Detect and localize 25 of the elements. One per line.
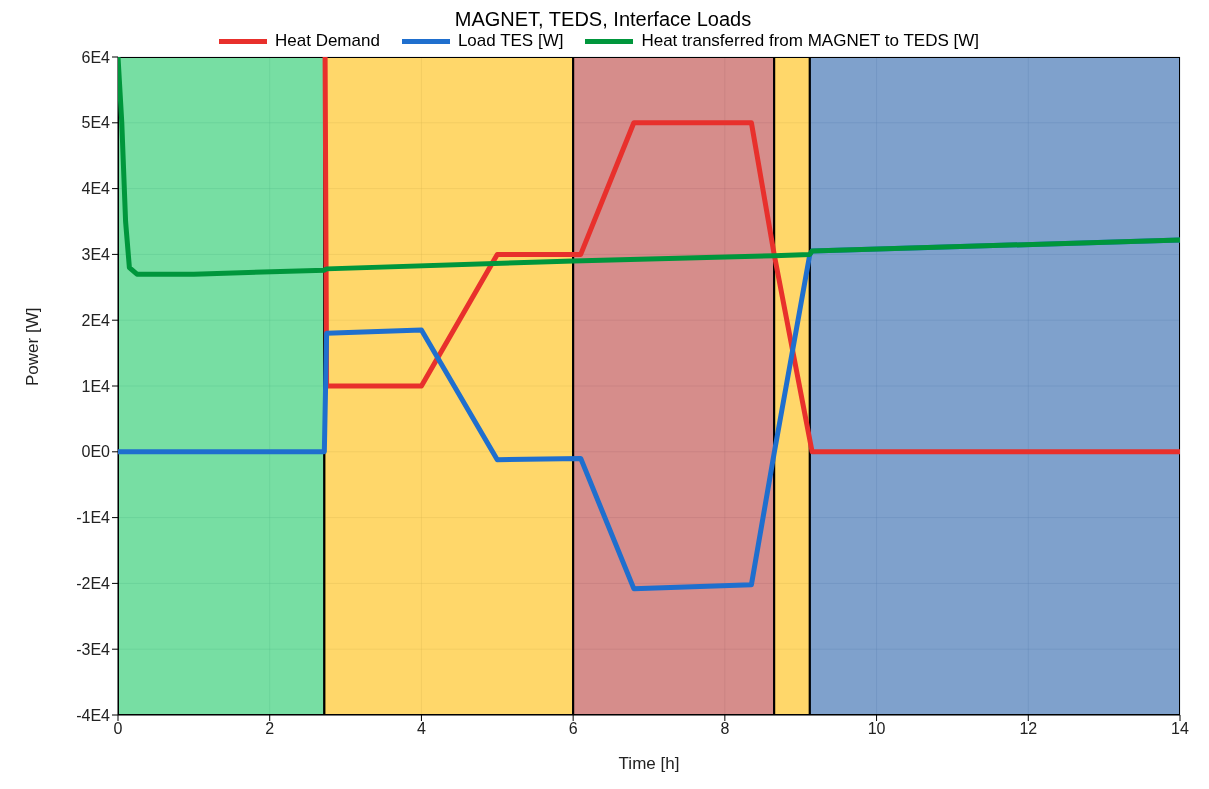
x-tick-label: 2 [265, 720, 275, 738]
x-tick-label: 6 [568, 720, 578, 738]
y-tick-label: 4E4 [81, 180, 111, 198]
y-tick-label: -3E4 [76, 640, 111, 658]
chart-title: MAGNET, TEDS, Interface Loads [453, 8, 753, 31]
legend-label: Heat transferred from MAGNET to TEDS [W] [640, 31, 979, 51]
legend-label: Load TES [W] [456, 31, 564, 51]
y-tick-label: 1E4 [81, 377, 111, 395]
y-tick-label: 5E4 [81, 114, 111, 132]
x-tick-label: 14 [1171, 720, 1189, 738]
y-tick-label: -2E4 [76, 575, 111, 593]
x-tick-label: 12 [1019, 720, 1038, 738]
y-tick-label: -1E4 [76, 509, 111, 527]
y-axis-title: Power [W] [23, 307, 43, 386]
y-tick-label: -4E4 [76, 706, 111, 724]
y-tick-label: 0E0 [81, 443, 111, 461]
y-tick-label: 2E4 [81, 311, 111, 329]
x-tick-label: 4 [416, 720, 426, 738]
y-tick-label: 6E4 [81, 48, 111, 66]
x-tick-label: 8 [720, 720, 730, 738]
x-tick-label: 0 [113, 720, 123, 738]
x-axis-title: Time [h] [618, 754, 680, 773]
x-tick-label: 10 [867, 720, 886, 738]
y-tick-label: 3E4 [81, 246, 111, 264]
legend-label: Heat Demand [274, 31, 380, 51]
